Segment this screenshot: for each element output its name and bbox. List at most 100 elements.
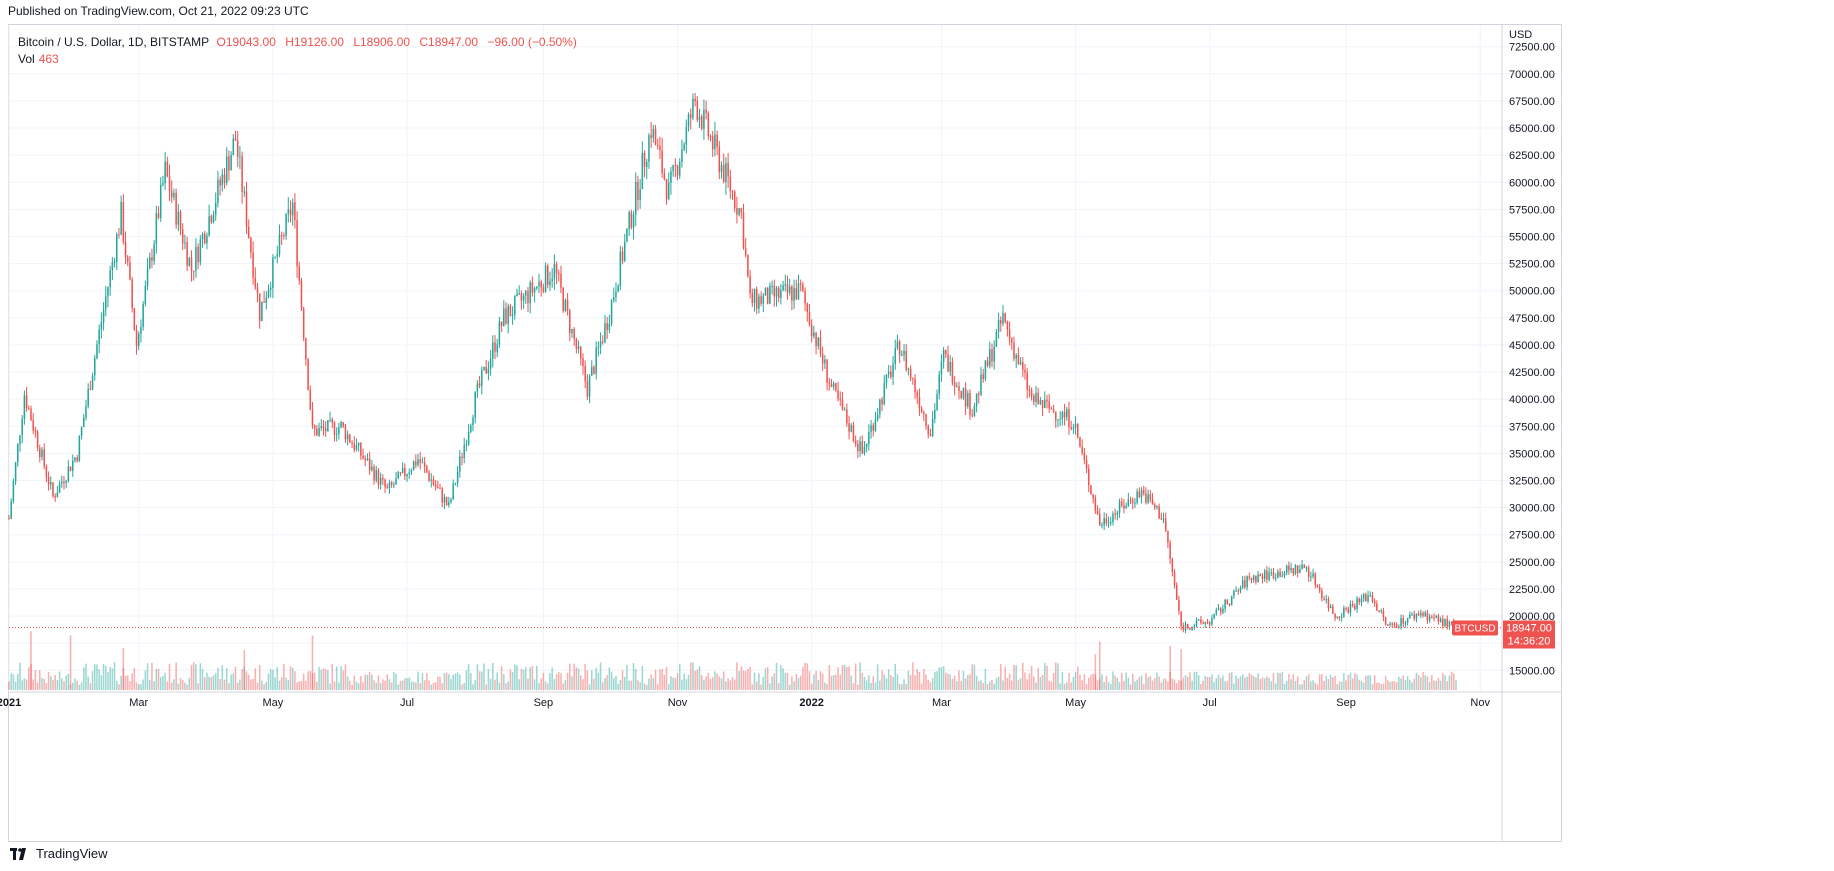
x-tick-label: Nov [1470,697,1490,709]
candle-body [859,441,861,452]
volume-bar [584,663,586,690]
volume-bar [1376,682,1378,690]
tradingview-branding[interactable]: TradingView [10,846,108,861]
volume-bar [188,677,191,690]
candle-body [104,296,107,310]
volume-bar [1398,676,1400,690]
volume-bar [1004,666,1006,690]
candle-body [861,441,864,454]
candle-body [1237,590,1240,592]
candle-body [456,471,459,483]
volume-bar [1096,680,1099,690]
candle-body [144,285,147,305]
volume-bar [305,680,307,690]
candle-body [865,443,868,447]
candle-body [971,415,973,417]
volume-bar [1160,682,1163,690]
volume-bar [876,664,879,690]
ohlc-high: H19126.00 [285,35,344,49]
candle-body [153,244,155,262]
volume-bar [1087,677,1090,690]
candle-body [923,412,925,414]
volume-bar [1384,675,1387,690]
volume-bar [432,682,435,690]
volume-bar [72,682,74,690]
volume-bar [797,677,800,690]
volume-bar [1000,664,1002,690]
volume-bar [634,668,637,690]
volume-bar [234,666,237,690]
volume-bar [854,663,857,690]
volume-bar [821,673,824,690]
candle-body [1340,616,1343,618]
candle-body [93,358,96,376]
candle-body [1239,587,1242,591]
candle-body [23,395,26,419]
candle-body [21,418,23,436]
volume-bar [725,681,727,690]
candle-body [294,202,296,221]
volume-bar [353,675,356,690]
volume-bar [1186,677,1189,690]
candle-body [1347,608,1350,613]
volume-bar [1063,683,1066,690]
ohlc-low: L18906.00 [353,35,411,49]
candle-body [274,256,276,258]
volume-bar [1316,684,1319,690]
volume-bar [1387,680,1389,690]
candle-body [929,434,932,436]
candle-body [1195,620,1198,626]
candle-body [1094,498,1097,511]
volume-bar [656,684,659,690]
volume-bar [1382,683,1385,690]
volume-bar [419,683,422,690]
volume-bar [1338,681,1341,690]
x-tick-label: Mar [932,697,951,709]
candle-body [1074,423,1077,428]
candle-body [318,427,320,436]
candle-body [1228,603,1231,605]
candle-body [360,442,362,456]
candle-body [221,174,224,186]
volume-bar [595,667,597,690]
volume-bar [672,677,674,690]
candle-body [371,466,373,471]
volume-bar [423,680,426,690]
candle-body [230,155,232,171]
volume-bar [980,680,982,690]
volume-bar [443,673,446,690]
candle-body [232,138,235,156]
candle-body [1380,610,1383,612]
volume-bar [65,675,67,690]
candle-body [595,347,597,374]
volume-bar [236,682,239,690]
volume-bar [674,677,677,690]
y-tick-label: 20000.00 [1509,611,1555,623]
candle-body [978,393,980,395]
volume-bar [23,678,26,690]
volume-bar [83,667,85,690]
volume-bar [162,675,164,690]
volume-spike-bar [1098,641,1101,690]
candle-body [1191,627,1193,630]
candle-body [1068,409,1070,428]
volume-bar [445,672,448,690]
volume-bar [1017,679,1020,690]
volume-bar [991,679,993,690]
candle-body [667,182,670,200]
volume-bar [1310,681,1312,690]
candle-body [1202,622,1204,624]
candle-body [577,346,580,349]
candle-body [1098,513,1101,526]
candle-body [118,234,120,236]
volume-bar [417,671,419,690]
candle-body [1246,576,1248,588]
candle-body [916,392,919,397]
candle-body [126,257,129,263]
volume-bar [1002,680,1004,690]
candle-body [50,482,52,485]
volume-bar [564,680,567,690]
volume-bar [45,683,48,690]
candle-body [821,353,824,364]
